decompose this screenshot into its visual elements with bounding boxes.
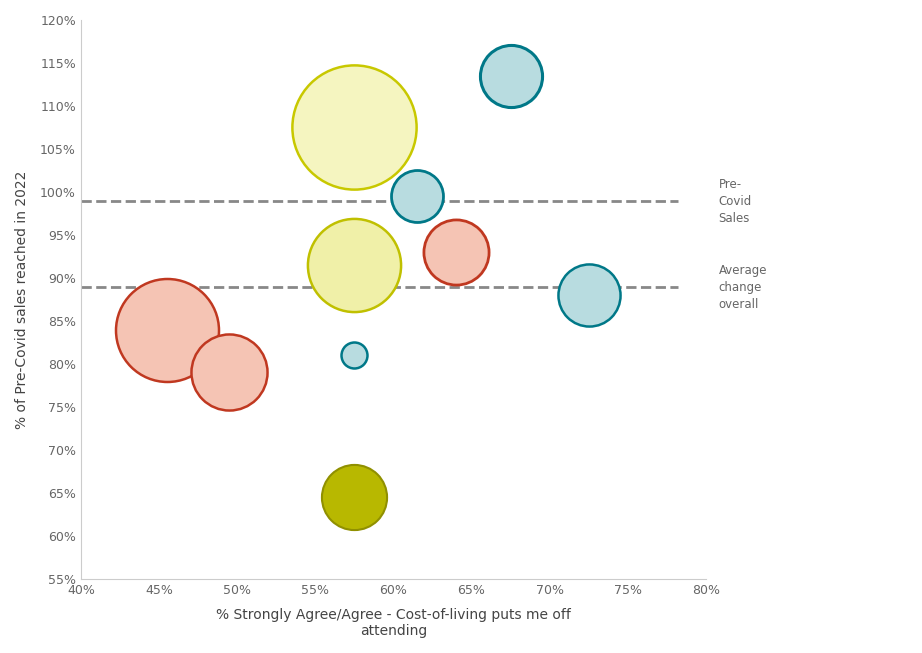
- Point: [582, 290, 597, 300]
- Point: [347, 350, 361, 360]
- Point: [503, 71, 518, 81]
- Point: [448, 247, 463, 257]
- Text: Average
change
overall: Average change overall: [718, 264, 767, 311]
- Point: [409, 191, 424, 202]
- Y-axis label: % of Pre-Covid sales reached in 2022: % of Pre-Covid sales reached in 2022: [15, 170, 29, 428]
- Point: [160, 325, 174, 335]
- Point: [347, 260, 361, 270]
- Text: Pre-
Covid
Sales: Pre- Covid Sales: [718, 178, 751, 225]
- Point: [222, 367, 237, 377]
- Point: [347, 492, 361, 502]
- X-axis label: % Strongly Agree/Agree - Cost-of-living puts me off
attending: % Strongly Agree/Agree - Cost-of-living …: [216, 608, 571, 638]
- Point: [347, 122, 361, 133]
